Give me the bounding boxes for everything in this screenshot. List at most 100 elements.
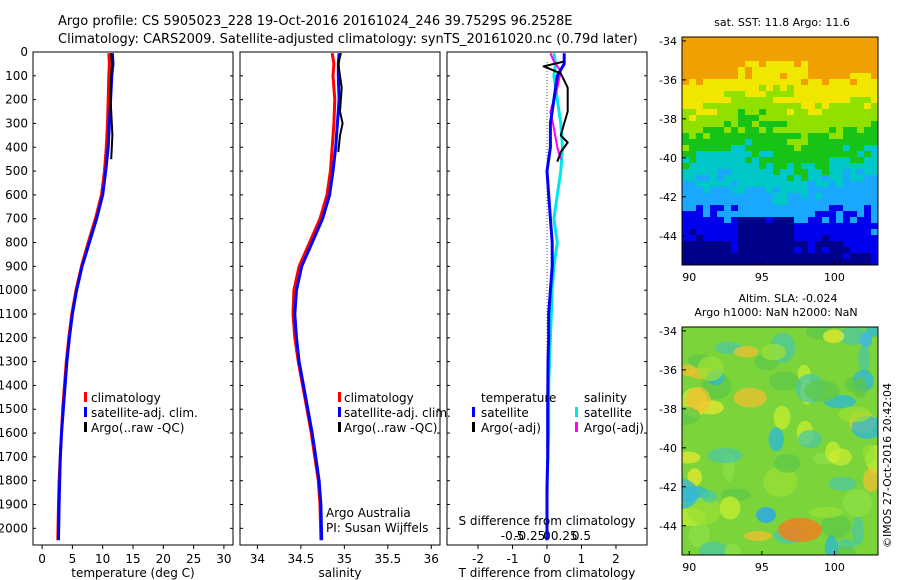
sst-cell <box>801 187 808 193</box>
sst-cell <box>710 151 717 157</box>
sst-cell <box>682 115 689 121</box>
sst-cell <box>773 109 780 115</box>
sla-blob <box>769 371 800 391</box>
sst-cell <box>724 91 731 97</box>
sst-cell <box>731 61 738 67</box>
sst-cell <box>822 259 829 265</box>
sst-cell <box>794 259 801 265</box>
sst-cell <box>696 241 703 247</box>
sst-cell <box>766 247 773 253</box>
sst-cell <box>808 97 815 103</box>
sst-cell <box>794 211 801 217</box>
sst-cell <box>724 223 731 229</box>
sst-cell <box>850 79 857 85</box>
sst-cell <box>703 43 710 49</box>
sst-cell <box>682 67 689 73</box>
sst-cell <box>703 247 710 253</box>
sst-cell <box>773 157 780 163</box>
sst-cell <box>745 247 752 253</box>
sst-cell <box>752 169 759 175</box>
sst-cell <box>801 145 808 151</box>
sst-cell <box>843 43 850 49</box>
depth-tick-label: 600 <box>5 188 28 202</box>
sst-cell <box>745 73 752 79</box>
sst-cell <box>780 247 787 253</box>
sst-cell <box>696 199 703 205</box>
sst-cell <box>871 181 878 187</box>
depth-tick-label: 0 <box>20 45 28 59</box>
x-tick-label: 36 <box>424 552 439 566</box>
sst-cell <box>850 91 857 97</box>
sst-cell <box>843 67 850 73</box>
sst-cell <box>801 61 808 67</box>
sst-cell <box>780 127 787 133</box>
sst-cell <box>843 199 850 205</box>
sst-cell <box>864 211 871 217</box>
sst-cell <box>836 67 843 73</box>
sst-cell <box>724 241 731 247</box>
sst-cell <box>780 61 787 67</box>
sst-cell <box>738 169 745 175</box>
sst-cell <box>780 241 787 247</box>
sst-cell <box>766 223 773 229</box>
sst-cell <box>857 67 864 73</box>
sst-cell <box>829 85 836 91</box>
sst-cell <box>759 67 766 73</box>
sst-cell <box>780 79 787 85</box>
sla-blob <box>809 506 843 518</box>
sst-cell <box>850 157 857 163</box>
sst-cell <box>801 79 808 85</box>
sst-cell <box>689 181 696 187</box>
sst-cell <box>787 187 794 193</box>
sst-cell <box>850 121 857 127</box>
sst-cell <box>752 253 759 259</box>
sla-blob <box>702 490 718 503</box>
sst-cell <box>815 37 822 43</box>
sst-cell <box>857 61 864 67</box>
sst-cell <box>696 55 703 61</box>
sst-cell <box>738 55 745 61</box>
sst-cell <box>822 49 829 55</box>
sst-cell <box>731 205 738 211</box>
sst-cell <box>829 169 836 175</box>
sst-cell <box>738 163 745 169</box>
sst-cell <box>808 133 815 139</box>
sst-cell <box>759 205 766 211</box>
sst-cell <box>689 109 696 115</box>
sst-cell <box>857 145 864 151</box>
sst-cell <box>773 193 780 199</box>
sst-cell <box>815 229 822 235</box>
sst-cell <box>710 37 717 43</box>
sst-cell <box>815 115 822 121</box>
sst-cell <box>773 163 780 169</box>
sst-cell <box>703 163 710 169</box>
sst-cell <box>843 127 850 133</box>
difference-legend: temperature salinity satellite Argo(-adj… <box>472 391 644 435</box>
sst-cell <box>717 91 724 97</box>
sst-cell <box>752 211 759 217</box>
sst-cell <box>752 43 759 49</box>
sst-cell <box>773 217 780 223</box>
sst-cell <box>710 67 717 73</box>
sst-cell <box>864 121 871 127</box>
sst-cell <box>724 79 731 85</box>
sst-cell <box>766 49 773 55</box>
sst-cell <box>780 193 787 199</box>
sst-cell <box>696 61 703 67</box>
sst-cell <box>801 241 808 247</box>
sst-cell <box>808 193 815 199</box>
sst-cell <box>850 97 857 103</box>
sst-cell <box>766 115 773 121</box>
sst-cell <box>759 139 766 145</box>
sst-cell <box>822 151 829 157</box>
sst-cell <box>780 253 787 259</box>
sst-cell <box>864 73 871 79</box>
sst-cell <box>836 127 843 133</box>
sst-cell <box>871 67 878 73</box>
sst-cell <box>731 199 738 205</box>
sst-cell <box>843 211 850 217</box>
sst-cell <box>871 211 878 217</box>
sst-cell <box>829 145 836 151</box>
sla-blob <box>733 346 759 358</box>
sst-cell <box>808 181 815 187</box>
